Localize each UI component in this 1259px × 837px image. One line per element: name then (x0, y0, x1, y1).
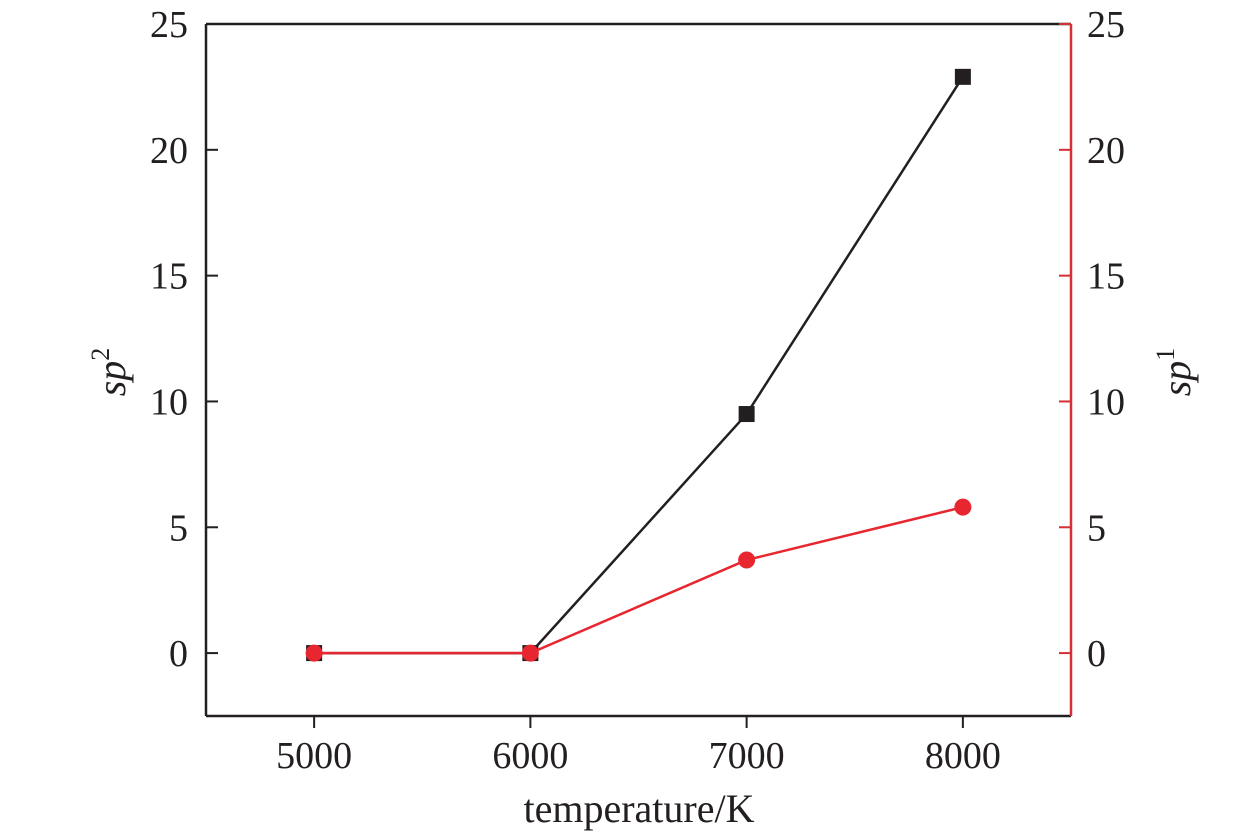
sp1-series (305, 498, 972, 662)
circle-point (305, 644, 323, 662)
left-y-tick-label: 20 (150, 130, 188, 172)
left-y-tick-label: 5 (169, 507, 188, 549)
x-tick-label: 6000 (492, 735, 568, 777)
series-line (314, 76, 964, 655)
circle-point (954, 498, 972, 516)
right-y-axis-title-sup: 1 (1151, 348, 1180, 361)
series-layer (305, 68, 972, 662)
circle-point (521, 644, 539, 662)
square-point (954, 68, 971, 85)
left-y-axis-title: sp2 (86, 348, 134, 397)
x-tick-label: 8000 (925, 735, 1001, 777)
right-y-tick-label: 15 (1087, 256, 1125, 298)
ticks-layer: 5000 6000 7000 8000 0 0 5 5 10 10 15 15 20 20 25 25 (150, 4, 1125, 777)
circle-point (738, 551, 756, 569)
right-y-tick-label: 10 (1087, 381, 1125, 423)
square-point (738, 406, 755, 423)
left-y-axis-title-base: sp (89, 361, 134, 397)
left-y-tick-label: 10 (150, 381, 188, 423)
right-y-tick-label: 0 (1087, 633, 1106, 675)
series-line (314, 505, 964, 655)
left-y-axis-title-sup: 2 (86, 348, 115, 361)
left-y-tick-label: 15 (150, 256, 188, 298)
x-tick-label: 5000 (276, 735, 352, 777)
left-y-tick-label: 0 (169, 633, 188, 675)
right-y-axis-title-base: sp (1154, 361, 1199, 397)
x-tick-label: 7000 (709, 735, 785, 777)
right-y-tick-label: 20 (1087, 130, 1125, 172)
right-y-axis-title: sp1 (1151, 348, 1199, 397)
x-axis-title: temperature/K (524, 786, 755, 831)
left-y-tick-label: 25 (150, 4, 188, 46)
right-y-tick-label: 25 (1087, 4, 1125, 46)
sp2-series (306, 68, 971, 662)
plot-frame (204, 22, 1073, 718)
right-y-tick-label: 5 (1087, 507, 1106, 549)
